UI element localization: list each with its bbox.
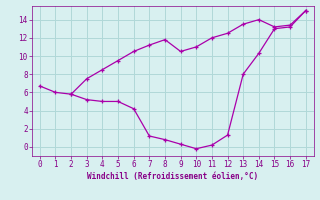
X-axis label: Windchill (Refroidissement éolien,°C): Windchill (Refroidissement éolien,°C): [87, 172, 258, 181]
